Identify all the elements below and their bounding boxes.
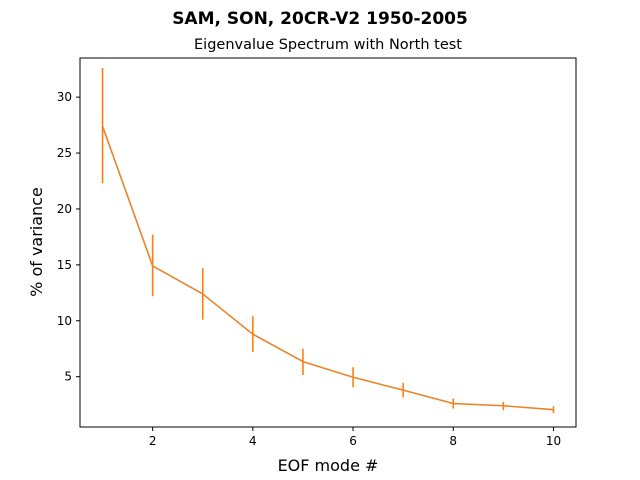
y-axis: 5 10 15 20 25 30 (57, 90, 80, 384)
y-tick-label: 30 (57, 90, 72, 104)
series-layer (101, 68, 555, 414)
chart-title: SAM, SON, 20CR-V2 1950-2005 (172, 9, 468, 29)
plot-area-frame (79, 57, 577, 428)
y-tick-label: 15 (57, 258, 72, 272)
x-axis: 2 4 6 8 10 (149, 427, 561, 448)
x-tick-label: 6 (349, 434, 357, 448)
series-line (101, 125, 554, 411)
y-tick-label: 25 (57, 146, 72, 160)
y-tick-label: 5 (64, 370, 72, 384)
x-tick-label: 2 (149, 434, 157, 448)
y-axis-label: % of variance (27, 187, 46, 297)
y-tick-label: 20 (57, 202, 72, 216)
chart-subtitle: Eigenvalue Spectrum with North test (194, 37, 462, 53)
x-axis-label: EOF mode # (278, 456, 379, 475)
x-tick-label: 4 (249, 434, 257, 448)
x-tick-label: 10 (546, 434, 561, 448)
y-tick-label: 10 (57, 314, 72, 328)
x-tick-label: 8 (449, 434, 457, 448)
